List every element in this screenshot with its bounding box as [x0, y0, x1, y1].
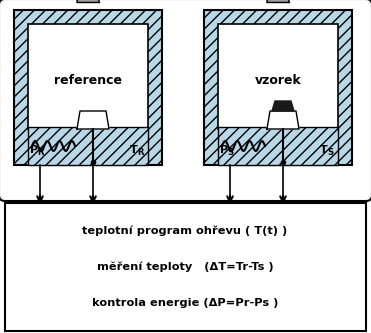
Text: P: P [220, 145, 228, 155]
FancyBboxPatch shape [0, 0, 371, 201]
Text: kontrola energie (ΔP=Pr-Ps ): kontrola energie (ΔP=Pr-Ps ) [92, 298, 278, 308]
Text: S: S [227, 148, 233, 157]
Text: měření teploty   (ΔT=Tr-Ts ): měření teploty (ΔT=Tr-Ts ) [97, 262, 273, 272]
Polygon shape [272, 101, 294, 111]
Bar [28, 127, 148, 165]
Bar [14, 10, 162, 165]
Bar [218, 127, 338, 165]
Text: reference: reference [54, 75, 122, 88]
Text: vzorek: vzorek [255, 75, 301, 88]
Polygon shape [267, 0, 289, 2]
Bar [28, 24, 148, 129]
Text: T: T [320, 145, 328, 155]
Polygon shape [77, 111, 109, 129]
Bar [204, 10, 352, 165]
Bar [5, 203, 366, 331]
Text: P: P [30, 145, 38, 155]
Text: R: R [137, 148, 144, 157]
Polygon shape [267, 111, 299, 129]
Text: S: S [327, 148, 333, 157]
Text: T: T [130, 145, 138, 155]
Text: teplotní program ohřevu ( T(t) ): teplotní program ohřevu ( T(t) ) [82, 226, 288, 236]
Polygon shape [77, 0, 99, 2]
Bar [218, 24, 338, 129]
Text: R: R [37, 148, 43, 157]
